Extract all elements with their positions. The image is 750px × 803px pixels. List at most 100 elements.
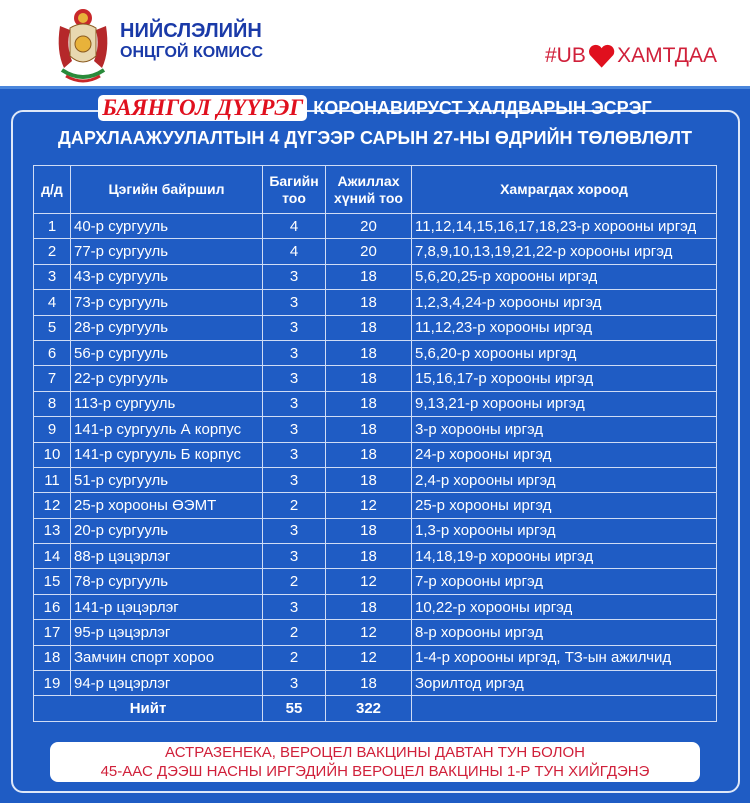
staff-count: 12 xyxy=(325,568,412,595)
covered-khoroo: 1,2,3,4,24-р хорооны иргэд xyxy=(411,289,717,316)
content-panel xyxy=(11,110,740,793)
location: 77-р сургууль xyxy=(70,238,263,265)
staff-count: 18 xyxy=(325,593,412,621)
team-count: 3 xyxy=(262,543,326,570)
staff-count: 18 xyxy=(325,416,412,443)
covered-khoroo: 25-р хорооны иргэд xyxy=(411,492,717,519)
row-number: 10 xyxy=(33,441,71,468)
col-header-location: Цэгийн байршил xyxy=(70,165,263,214)
location: 141-р сургууль Б корпус xyxy=(70,441,263,468)
table-row: 19 94-р цэцэрлэг 3 18 Зорилтод иргэд xyxy=(33,670,717,697)
hashtag-badge: #UB ХАМТДАА xyxy=(545,40,717,72)
table-row: 4 73-р сургууль 3 18 1,2,3,4,24-р хорооны ир… xyxy=(33,289,717,316)
col-header-khoroo: Хамрагдах хороод xyxy=(411,165,717,214)
location: 141-р сургууль А корпус xyxy=(70,416,263,443)
row-number: 7 xyxy=(33,365,71,392)
team-count: 3 xyxy=(262,263,326,291)
covered-khoroo: 11,12,23-р хорооны иргэд xyxy=(411,314,717,341)
row-number: 18 xyxy=(33,644,71,672)
title-line1-text: КОРОНАВИРУСТ ХАЛДВАРЫН ЭСРЭГ xyxy=(313,97,652,118)
table-row: 10 141-р сургууль Б корпус 3 18 24-р хорооны… xyxy=(33,441,717,468)
district-badge: БАЯНГОЛ ДҮҮРЭГ xyxy=(98,95,308,121)
title-line2: ДАРХЛААЖУУЛАЛТЫН 4 ДҮГЭЭР САРЫН 27-НЫ ӨД… xyxy=(58,128,692,148)
table-header-row: д/д Цэгийн байршил Багийн тоо Ажиллах хү… xyxy=(33,165,717,214)
staff-count: 12 xyxy=(325,492,412,519)
team-count: 2 xyxy=(262,644,326,672)
table-row: 3 43-р сургууль 3 18 5,6,20,25-р хорооны ирг… xyxy=(33,263,717,291)
team-count: 3 xyxy=(262,365,326,392)
team-count: 3 xyxy=(262,416,326,443)
col-header-number: д/д xyxy=(33,165,71,214)
staff-count: 18 xyxy=(325,339,412,367)
covered-khoroo: 5,6,20,25-р хорооны иргэд xyxy=(411,263,717,291)
team-count: 2 xyxy=(262,492,326,519)
location: 28-р сургууль xyxy=(70,314,263,341)
team-count: 2 xyxy=(262,619,326,646)
row-number: 16 xyxy=(33,593,71,621)
row-number: 1 xyxy=(33,212,71,240)
covered-khoroo: 24-р хорооны иргэд xyxy=(411,441,717,468)
org-line2: ОНЦГОЙ КОМИСС xyxy=(120,44,264,61)
table-row: 1 40-р сургууль 4 20 11,12,14,15,16,17,18,23… xyxy=(33,212,717,240)
covered-khoroo: 15,16,17-р хорооны иргэд xyxy=(411,365,717,392)
covered-khoroo: 2,4-р хорооны иргэд xyxy=(411,466,717,494)
staff-count: 12 xyxy=(325,619,412,646)
staff-count: 20 xyxy=(325,212,412,240)
team-count: 3 xyxy=(262,593,326,621)
heart-icon xyxy=(588,44,615,68)
staff-count: 12 xyxy=(325,644,412,672)
hashtag-right: ХАМТДАА xyxy=(617,44,717,67)
table-row: 6 56-р сургууль 3 18 5,6,20-р хорооны иргэд xyxy=(33,339,717,367)
total-teams: 55 xyxy=(262,695,326,722)
location: 40-р сургууль xyxy=(70,212,263,240)
total-row: Нийт 55 322 xyxy=(33,695,717,722)
notice-line2: 45-ААС ДЭЭШ НАСНЫ ИРГЭДИЙН ВЕРОЦЕЛ ВАКЦИ… xyxy=(100,763,650,780)
staff-count: 18 xyxy=(325,670,412,697)
location: 113-р сургууль xyxy=(70,390,263,418)
covered-khoroo: Зорилтод иргэд xyxy=(411,670,717,697)
row-number: 14 xyxy=(33,543,71,570)
team-count: 3 xyxy=(262,441,326,468)
location: 78-р сургууль xyxy=(70,568,263,595)
location: 51-р сургууль xyxy=(70,466,263,494)
staff-count: 18 xyxy=(325,314,412,341)
staff-count: 18 xyxy=(325,543,412,570)
covered-khoroo: 9,13,21-р хорооны иргэд xyxy=(411,390,717,418)
row-number: 8 xyxy=(33,390,71,418)
team-count: 4 xyxy=(262,212,326,240)
staff-count: 18 xyxy=(325,263,412,291)
location: 141-р цэцэрлэг xyxy=(70,593,263,621)
row-number: 5 xyxy=(33,314,71,341)
table-row: 15 78-р сургууль 2 12 7-р хорооны иргэд xyxy=(33,568,717,595)
table-row: 14 88-р цэцэрлэг 3 18 14,18,19-р хорооны ирг… xyxy=(33,543,717,570)
team-count: 3 xyxy=(262,289,326,316)
location: 22-р сургууль xyxy=(70,365,263,392)
location: 56-р сургууль xyxy=(70,339,263,367)
staff-count: 18 xyxy=(325,390,412,418)
table-row: 5 28-р сургууль 3 18 11,12,23-р хорооны иргэ… xyxy=(33,314,717,341)
row-number: 3 xyxy=(33,263,71,291)
covered-khoroo: 14,18,19-р хорооны иргэд xyxy=(411,543,717,570)
notice-line1: АСТРАЗЕНЕКА, ВЕРОЦЕЛ ВАКЦИНЫ ДАВТАН ТУН … xyxy=(165,744,585,761)
total-label: Нийт xyxy=(33,695,263,722)
staff-count: 18 xyxy=(325,466,412,494)
covered-khoroo: 3-р хорооны иргэд xyxy=(411,416,717,443)
row-number: 13 xyxy=(33,517,71,545)
team-count: 3 xyxy=(262,390,326,418)
table-row: 8 113-р сургууль 3 18 9,13,21-р хорооны иргэ… xyxy=(33,390,717,418)
notice-banner: АСТРАЗЕНЕКА, ВЕРОЦЕЛ ВАКЦИНЫ ДАВТАН ТУН … xyxy=(50,742,700,782)
org-line1: НИЙСЛЭЛИЙН xyxy=(120,20,262,42)
location: 20-р сургууль xyxy=(70,517,263,545)
hashtag-left: #UB xyxy=(545,44,586,67)
covered-khoroo: 5,6,20-р хорооны иргэд xyxy=(411,339,717,367)
table-row: 16 141-р цэцэрлэг 3 18 10,22-р хорооны иргэд xyxy=(33,593,717,621)
staff-count: 18 xyxy=(325,289,412,316)
staff-count: 20 xyxy=(325,238,412,265)
row-number: 19 xyxy=(33,670,71,697)
row-number: 11 xyxy=(33,466,71,494)
table-row: 18 Замчин спорт хороо 2 12 1-4-р хорооны ирг… xyxy=(33,644,717,672)
table-row: 11 51-р сургууль 3 18 2,4-р хорооны иргэд xyxy=(33,466,717,494)
team-count: 3 xyxy=(262,466,326,494)
covered-khoroo: 10,22-р хорооны иргэд xyxy=(411,593,717,621)
col-header-teams: Багийн тоо xyxy=(262,165,326,214)
